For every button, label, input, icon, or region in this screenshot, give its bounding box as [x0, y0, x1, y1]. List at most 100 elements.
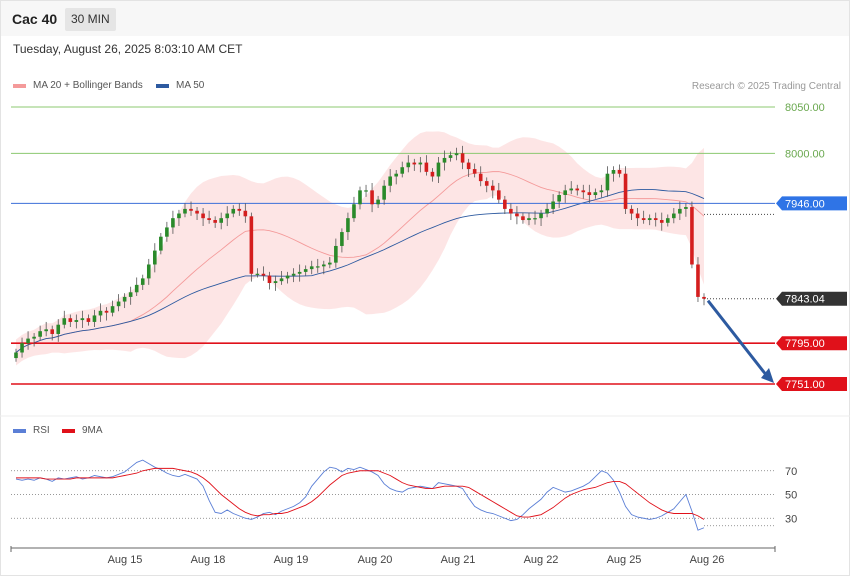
legend-swatch-9ma: [62, 428, 75, 433]
rsi-tick-label: 50: [785, 490, 797, 502]
candle-body: [225, 213, 230, 219]
candle-body: [647, 218, 652, 221]
candle-body: [509, 208, 513, 214]
candle-body: [466, 162, 471, 170]
candle-body: [478, 173, 483, 182]
candle-body: [641, 218, 646, 221]
candle-body: [394, 173, 399, 177]
candle-body: [237, 208, 242, 211]
candle-body: [400, 167, 405, 174]
candle-body: [128, 292, 133, 297]
candle-body: [165, 227, 169, 237]
x-tick-label: Aug 18: [191, 554, 226, 566]
instrument-title: Cac 40: [12, 11, 58, 27]
legend-swatch-ma50: [156, 83, 169, 88]
timeframe-button[interactable]: 30 MIN: [65, 8, 116, 31]
candle-body: [551, 201, 555, 209]
candle-body: [146, 264, 151, 279]
candle-body: [472, 169, 477, 174]
candle-body: [702, 296, 706, 299]
level-label: 8050.00: [785, 102, 825, 114]
candle-body: [678, 208, 682, 214]
candle-body: [696, 264, 700, 297]
candle-body: [521, 216, 525, 221]
candle-body: [14, 352, 18, 359]
candle-body: [273, 281, 278, 284]
copyright: Research © 2025 Trading Central: [691, 81, 841, 92]
candle-body: [279, 278, 284, 282]
candle-body: [86, 318, 91, 322]
candle-body: [623, 173, 628, 209]
level-label: 7843.04: [785, 294, 825, 306]
candle-body: [460, 153, 465, 163]
legend-rsi: RSI: [13, 425, 50, 436]
candle-body: [653, 218, 658, 221]
rsi-tick-label: 70: [785, 466, 797, 478]
candle-body: [442, 157, 447, 163]
level-tag: [776, 196, 847, 211]
candle-body: [261, 273, 266, 276]
candle-body: [32, 336, 36, 339]
x-tick-label: Aug 15: [108, 554, 143, 566]
candle-body: [569, 188, 574, 191]
candle-body: [80, 318, 85, 321]
rsi-series-9ma: [16, 467, 705, 520]
level-label: 8000.00: [785, 148, 825, 160]
candle-body: [98, 310, 103, 316]
level-label: 7795.00: [785, 338, 825, 350]
level-tag: [776, 377, 847, 391]
legend-label-9ma: 9MA: [82, 425, 103, 436]
legend-ma50: MA 50: [156, 80, 204, 91]
candle-body: [92, 315, 97, 322]
candle-body: [255, 273, 260, 275]
x-tick-label: Aug 22: [524, 554, 559, 566]
candle-body: [346, 218, 350, 233]
candle-body: [617, 169, 622, 174]
candle-body: [684, 207, 688, 209]
candle-body: [388, 176, 392, 186]
candle-body: [376, 199, 380, 205]
candle-body: [454, 153, 459, 156]
candle-body: [231, 208, 236, 214]
candle-body: [690, 207, 694, 265]
candle-body: [563, 190, 567, 196]
candle-body: [503, 199, 507, 209]
candle-body: [177, 213, 181, 219]
candle-body: [189, 208, 193, 211]
candle-body: [309, 266, 314, 270]
candle-body: [352, 204, 356, 219]
candle-body: [515, 213, 519, 217]
candle-body: [599, 190, 604, 193]
candle-body: [110, 306, 115, 313]
candle-body: [659, 220, 664, 223]
candle-body: [183, 208, 187, 214]
rsi-tick-label: 30: [785, 513, 797, 525]
candle-body: [134, 284, 139, 293]
candle-body: [406, 162, 411, 168]
candle-body: [201, 213, 205, 219]
x-tick-label: Aug 20: [358, 554, 393, 566]
candle-body: [116, 301, 121, 307]
candle-body: [122, 296, 127, 302]
legend-swatch-rsi: [13, 428, 26, 433]
candle-body: [587, 192, 592, 196]
level-label: 7946.00: [785, 198, 825, 210]
candle-body: [249, 216, 254, 274]
candle-body: [490, 185, 495, 191]
candle-body: [545, 208, 549, 214]
candle-body: [358, 190, 362, 205]
candle-body: [219, 218, 223, 223]
forecast-arrow: [706, 299, 769, 377]
candle-body: [321, 264, 326, 267]
candle-body: [629, 208, 634, 214]
candle-body: [412, 162, 417, 165]
x-tick-label: Aug 21: [441, 554, 476, 566]
candle-body: [153, 250, 157, 265]
candle-body: [430, 171, 435, 177]
candle-body: [104, 310, 109, 313]
x-tick-label: Aug 25: [607, 554, 642, 566]
candle-body: [533, 218, 537, 220]
candle-body: [285, 275, 290, 279]
candle-body: [20, 343, 24, 353]
